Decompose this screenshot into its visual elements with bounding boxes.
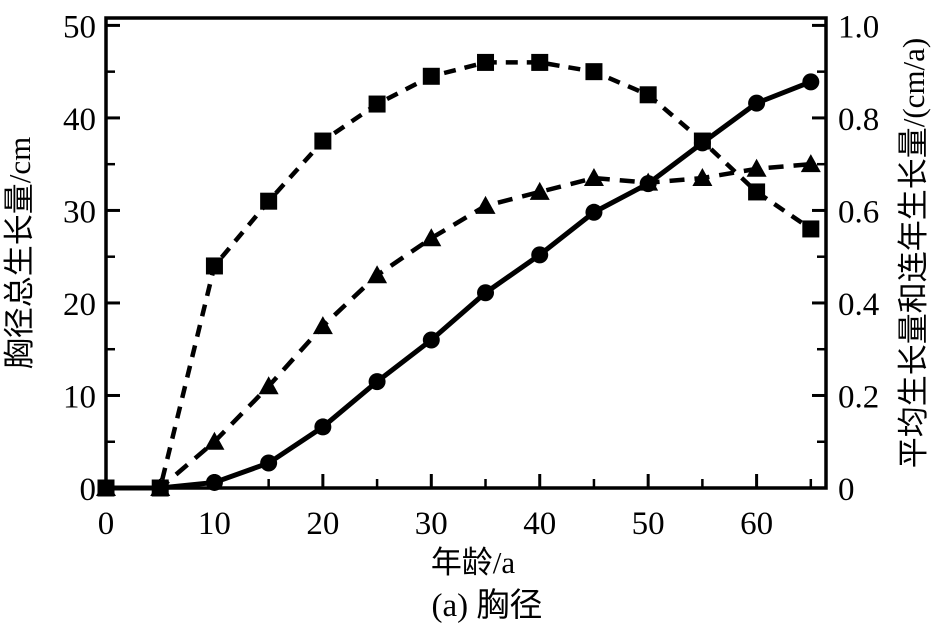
left-tick-label: 50 [63,9,96,45]
marker-circle [531,246,549,264]
left-tick-label: 20 [63,287,96,323]
x-tick-label: 10 [198,506,231,542]
marker-triangle [692,168,713,187]
marker-circle [585,203,603,221]
marker-square [531,53,549,71]
marker-triangle [258,376,279,395]
x-tick-label: 0 [98,506,115,542]
left-tick-label: 0 [80,472,97,508]
right-tick-label: 0 [838,472,855,508]
marker-square [314,132,332,150]
marker-square [151,479,169,497]
x-tick-label: 20 [306,506,339,542]
marker-square [693,132,711,150]
marker-square [748,183,766,201]
marker-triangle [583,168,604,187]
marker-triangle [204,431,225,450]
marker-square [639,86,657,104]
chart-plot-area: 0 10 20 30 40 50 60 0 10 20 30 40 50 0 0.2 0.4 0.6 0.8 1.0 [63,9,879,542]
marker-triangle [800,154,821,173]
marker-square [422,67,440,85]
marker-circle [205,473,223,491]
left-tick-label: 30 [63,194,96,230]
left-tick-label: 10 [63,379,96,415]
x-tick-label: 40 [523,506,556,542]
marker-square [260,192,278,210]
left-axis-title: 胸径总生长量/cm [2,137,37,369]
right-tick-label: 0.8 [838,102,879,138]
marker-square [97,479,115,497]
marker-triangle [529,181,550,200]
marker-square [802,220,820,238]
marker-triangle [312,316,333,335]
left-tick-label: 40 [63,102,96,138]
marker-square [477,53,495,71]
series-line-square [106,60,813,491]
marker-circle [368,373,386,391]
marker-square [205,257,223,275]
x-tick-label: 60 [740,506,773,542]
x-axis-title: 年龄/a [431,545,516,580]
marker-triangle [367,265,388,284]
marker-circle [314,418,332,436]
marker-circle [422,331,440,349]
right-tick-label: 0.4 [838,287,879,323]
x-tick-label: 30 [415,506,448,542]
right-tick-label: 0.2 [838,379,879,415]
right-axis-title: 平均生长量和连年生长量/(cm/a) [896,38,931,469]
marker-square [585,63,603,81]
marker-triangle [746,158,767,177]
marker-circle [260,454,278,472]
marker-triangle [475,195,496,214]
marker-triangle [638,172,659,191]
series-line-triangle [106,161,812,491]
right-tick-label: 0.6 [838,194,879,230]
right-tick-label: 1.0 [838,9,879,45]
series-line-circle [106,79,812,491]
x-tick-label: 50 [632,506,665,542]
marker-square [368,95,386,113]
marker-triangle [421,228,442,247]
marker-circle [477,284,495,302]
marker-circle [748,94,766,112]
axis-frame [104,16,828,490]
marker-circle [802,73,820,91]
figure-caption: (a) 胸径 [432,587,543,624]
